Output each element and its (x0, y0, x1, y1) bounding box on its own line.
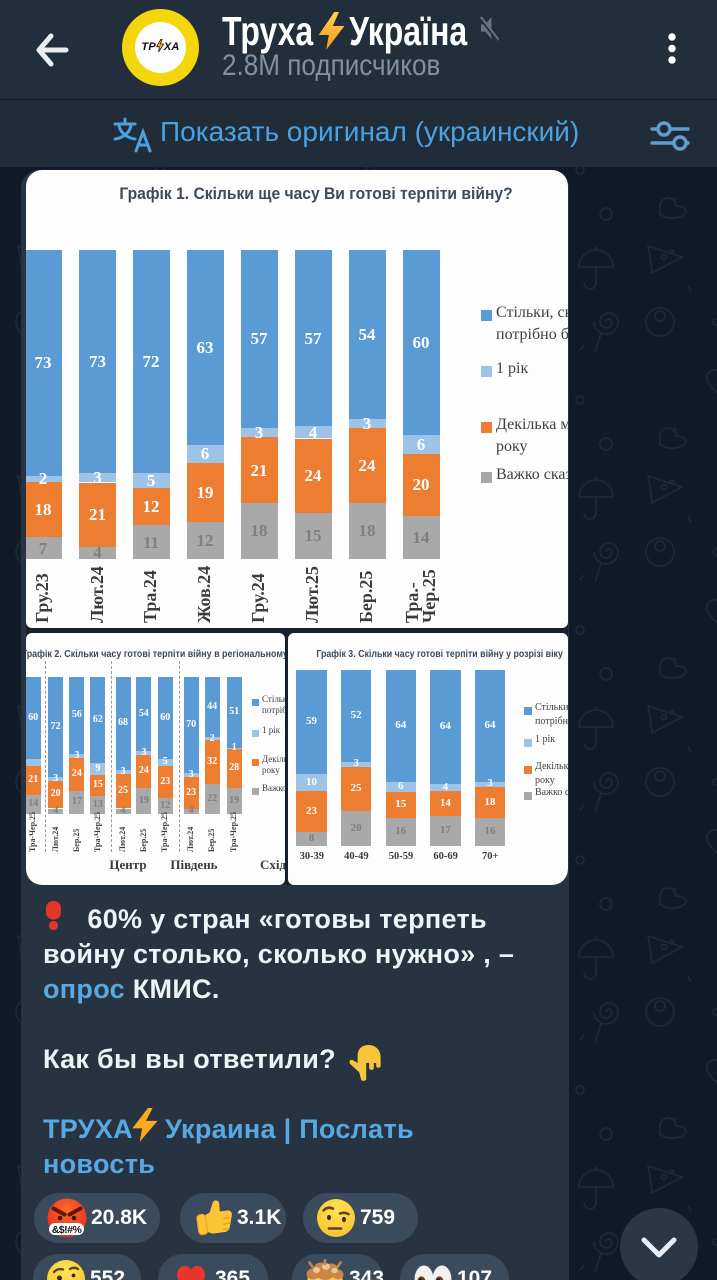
svg-text:&$!#%: &$!#% (52, 1224, 83, 1236)
